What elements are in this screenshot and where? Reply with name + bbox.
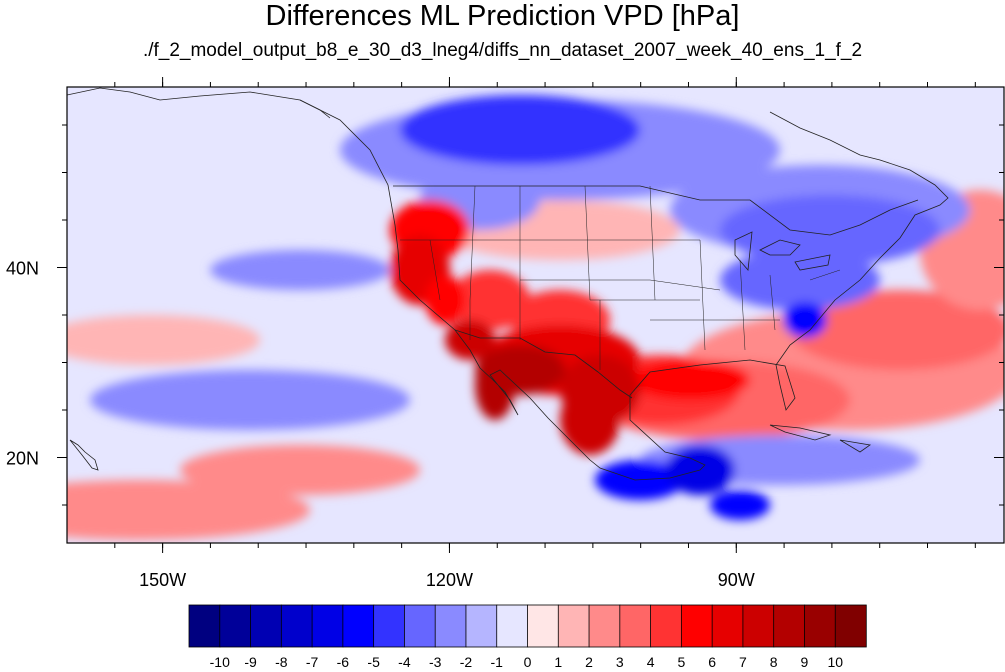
chart-title: Differences ML Prediction VPD [hPa] [265,0,740,32]
x-tick-label: 150W [139,570,186,590]
difference-field [67,95,1004,540]
colorbar-label: 10 [827,654,843,670]
colorbar-swatch [588,604,621,648]
colorbar-label: 8 [770,654,778,670]
hawaii [69,439,99,471]
colorbar-swatch [496,604,529,648]
colorbar-swatch [650,604,683,648]
colorbar-label: -4 [398,654,411,670]
colorbar-label: 3 [616,654,624,670]
colorbar-swatch [250,604,283,648]
state-borders [400,185,841,370]
colorbar-swatch [742,604,775,648]
us-canada-border [393,185,919,236]
colorbar-swatch [404,604,436,648]
colorbar-label: -6 [337,654,350,670]
colorbar-swatch [557,604,590,648]
colorbar-label: -3 [429,654,442,670]
difference-region [720,250,880,310]
alaska-coast [67,87,331,119]
difference-region [67,315,260,365]
colorbar-labels: -10 -9 -8 -7 -6 -5 -4 -3 -2 -1 0 1 2 3 4 5 6 7 8 9 10 [210,654,844,670]
colorbar-label: 1 [554,654,562,670]
north-america-coastline [299,99,949,481]
difference-region [400,95,640,165]
x-tick-label: 90W [718,570,755,590]
cuba-and-islands [769,424,872,453]
colorbar-label: 7 [739,654,747,670]
colorbar-swatch [219,604,252,648]
colorbar-swatch [465,604,498,648]
x-tick-label: 120W [426,570,473,590]
colorbar-label: 0 [524,654,532,670]
y-tick-label: 40N [6,259,39,279]
difference-region [710,490,770,520]
colorbar-swatch [804,604,836,648]
colorbar-swatch [773,604,806,648]
colorbar-swatch [311,604,344,648]
colorbar-swatch [188,604,221,648]
colorbar-label: -10 [210,654,230,670]
colorbar-swatch [342,604,375,648]
colorbar-swatch [711,604,744,648]
difference-region [180,445,420,495]
colorbar-label: 6 [708,654,716,670]
colorbar-label: -1 [491,654,504,670]
colorbar-swatch [373,604,406,648]
colorbar-swatch [280,604,313,648]
colorbar-label: 2 [585,654,593,670]
difference-region [210,250,390,290]
colorbar-swatch [434,604,467,648]
colorbar-swatch [619,604,652,648]
axis-ticks [57,77,1004,553]
colorbar-label: -2 [460,654,473,670]
coastlines-and-borders [67,87,949,481]
colorbar-label: 4 [647,654,655,670]
colorbar-label: -5 [367,654,380,670]
chart-subtitle: ./f_2_model_output_b8_e_30_d3_lneg4/diff… [142,40,863,61]
colorbar-swatch [834,604,867,648]
colorbar-label: 5 [677,654,685,670]
difference-region [630,360,750,400]
map-field [67,87,1004,543]
colorbar-label: -9 [244,654,257,670]
difference-region [475,350,515,420]
y-tick-label: 20N [6,449,39,469]
colorbar [188,604,867,648]
colorbar-label: -8 [275,654,288,670]
difference-region [790,290,1004,370]
colorbar-swatch [680,604,713,648]
tick-labels: 150W 120W 90W 40N 20N [6,259,755,591]
difference-region [783,302,827,338]
colorbar-label: 9 [801,654,809,670]
colorbar-swatch [527,604,559,648]
colorbar-label: -7 [306,654,319,670]
us-mexico-border [454,329,633,399]
difference-region [90,370,410,430]
difference-region [67,480,310,540]
difference-region [560,385,620,455]
great-lakes [734,231,831,271]
difference-region [425,275,465,325]
